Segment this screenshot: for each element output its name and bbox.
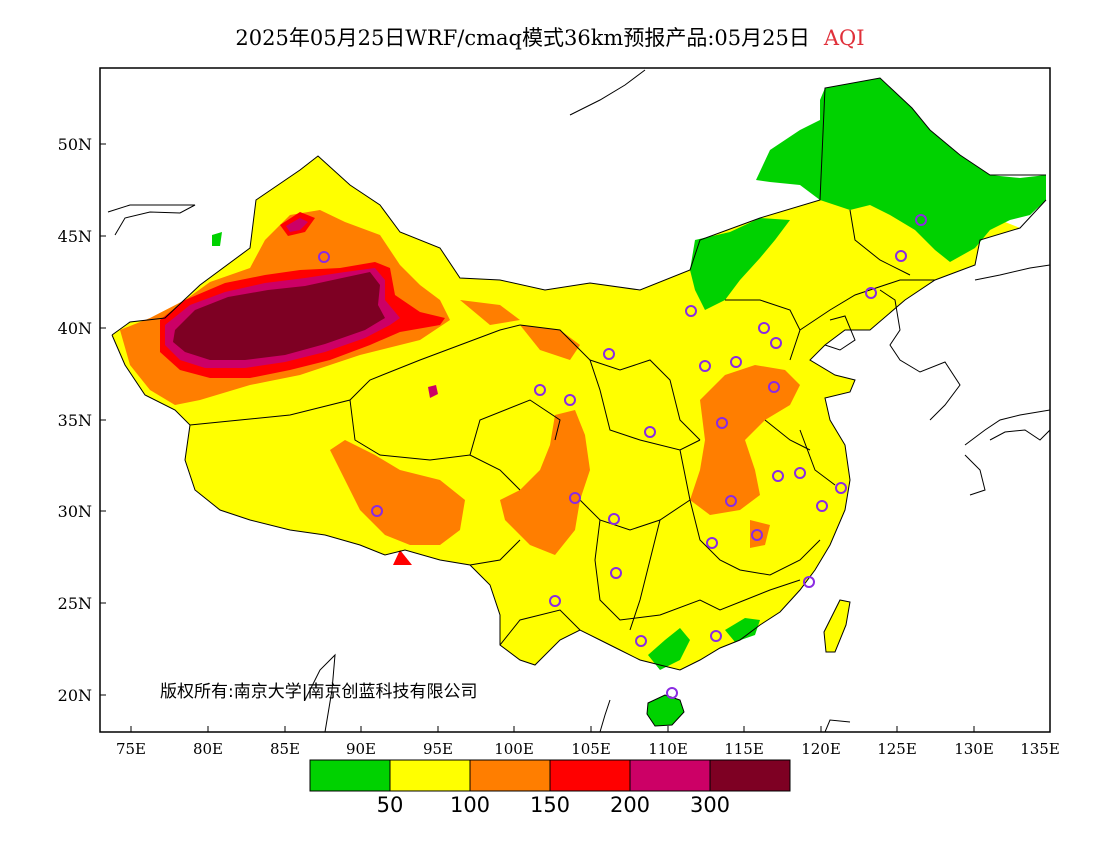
x-tick-label: 115E (724, 740, 764, 758)
station-marker (816, 500, 828, 512)
x-tick-label: 85E (270, 740, 300, 758)
station-marker (772, 470, 784, 482)
station-marker (371, 505, 383, 517)
station-marker (564, 394, 576, 406)
x-tick-label: 90E (346, 740, 376, 758)
x-axis-labels: 75E 80E 85E 90E 95E 100E 105E 110E 115E … (116, 740, 1060, 758)
region-usg-hexi (460, 300, 520, 325)
x-tick-label: 100E (494, 740, 534, 758)
station-marker (758, 322, 770, 334)
y-axis-labels: 50N 45N 40N 35N 30N 25N 20N (58, 135, 92, 705)
region-good-west (212, 232, 222, 246)
region-usg-tibet (330, 440, 465, 545)
region-usg-sichuan (500, 410, 590, 555)
colorbar-label: 50 (377, 793, 404, 817)
station-marker (751, 529, 763, 541)
y-tick-label: 50N (58, 135, 92, 154)
y-tick-label: 25N (58, 594, 92, 613)
title-variable: AQI (823, 26, 865, 50)
colorbar-swatch (309, 759, 391, 792)
station-marker (318, 251, 330, 263)
station-marker (730, 356, 742, 368)
station-marker (895, 250, 907, 262)
colorbar-label: 100 (450, 793, 490, 817)
station-marker (699, 360, 711, 372)
station-marker (725, 495, 737, 507)
colorbar-label: 300 (690, 793, 730, 817)
x-tick-label: 130E (954, 740, 994, 758)
title-main: 2025年05月25日WRF/cmaq模式36km预报产品:05月25日 (235, 26, 810, 50)
station-marker (569, 492, 581, 504)
station-marker (685, 305, 697, 317)
region-good-south2 (725, 618, 760, 642)
y-tick-label: 30N (58, 502, 92, 521)
colorbar-swatch (389, 759, 471, 792)
colorbar-swatch (469, 759, 551, 792)
region-hazardous-tarim (173, 272, 385, 360)
y-tick-label: 20N (58, 686, 92, 705)
x-tick-label: 110E (648, 740, 688, 758)
y-tick-label: 45N (58, 227, 92, 246)
station-marker (770, 337, 782, 349)
station-marker (610, 567, 622, 579)
station-marker (835, 482, 847, 494)
station-marker (549, 595, 561, 607)
region-usg-gansu (520, 325, 580, 360)
station-marker (534, 384, 546, 396)
colorbar-swatch (709, 759, 791, 792)
x-tick-label: 120E (801, 740, 841, 758)
x-tick-label: 125E (877, 740, 917, 758)
station-marker (710, 630, 722, 642)
hainan-island (646, 694, 685, 727)
colorbar-swatch (549, 759, 631, 792)
taiwan-island (823, 599, 851, 653)
region-unhealthy-qaidam (428, 385, 438, 398)
station-marker (608, 513, 620, 525)
x-tick-label: 80E (193, 740, 223, 758)
region-good-northeast (756, 78, 1046, 262)
map-title: 2025年05月25日WRF/cmaq模式36km预报产品:05月25日 AQI (0, 22, 1100, 52)
y-axis (100, 143, 106, 696)
station-marker (635, 635, 647, 647)
x-axis (130, 726, 1051, 732)
station-markers (318, 214, 927, 699)
station-marker (865, 287, 877, 299)
station-marker (716, 417, 728, 429)
station-marker (706, 537, 718, 549)
x-tick-label: 105E (571, 740, 611, 758)
region-good-south (648, 628, 690, 670)
colorbar: 50 100 150 200 300 (309, 759, 791, 817)
station-marker (666, 687, 678, 699)
station-marker (603, 348, 615, 360)
station-marker (794, 467, 806, 479)
colorbar-label: 200 (610, 793, 650, 817)
x-tick-label: 95E (423, 740, 453, 758)
x-tick-label: 135E (1020, 740, 1060, 758)
y-tick-label: 40N (58, 319, 92, 338)
station-marker (644, 426, 656, 438)
region-good-north (690, 218, 790, 310)
colorbar-label: 150 (530, 793, 570, 817)
province-borders (111, 77, 1047, 671)
colorbar-swatch (629, 759, 711, 792)
region-usg-east (750, 520, 770, 548)
station-marker (803, 576, 815, 588)
region-very-unhealthy-junggar (286, 218, 308, 232)
map-frame (99, 67, 1051, 733)
region-usg-central (690, 365, 800, 515)
map-area (107, 69, 1050, 732)
station-marker (915, 214, 927, 226)
copyright-text: 版权所有:南京大学|南京创蓝科技有限公司 (160, 682, 477, 702)
station-marker (768, 381, 780, 393)
coastlines (107, 69, 1050, 732)
x-tick-label: 75E (116, 740, 146, 758)
region-unhealthy-tibet-south (393, 550, 412, 565)
y-tick-label: 35N (58, 411, 92, 430)
